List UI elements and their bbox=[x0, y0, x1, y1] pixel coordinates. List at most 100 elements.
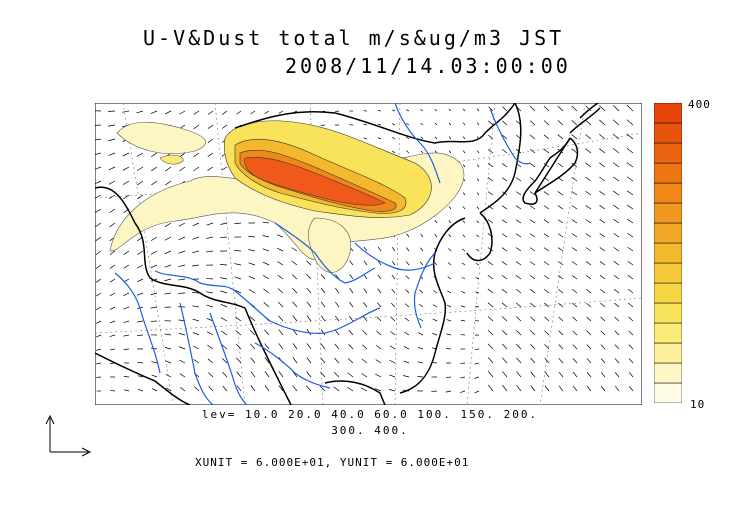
wind-arrow bbox=[487, 177, 494, 182]
wind-arrow bbox=[543, 247, 550, 252]
wind-arrow bbox=[406, 109, 410, 112]
wind-arrow bbox=[558, 330, 564, 336]
wind-arrow bbox=[461, 276, 466, 280]
wind-arrow bbox=[599, 205, 606, 210]
wind-arrow bbox=[406, 247, 410, 252]
wind-arrow bbox=[179, 166, 186, 172]
wind-arrow bbox=[613, 288, 620, 294]
wind-arrow bbox=[614, 302, 620, 308]
wind-arrow bbox=[234, 276, 242, 280]
wind-arrow bbox=[292, 343, 298, 350]
wind-arrow bbox=[614, 372, 620, 378]
wind-arrow bbox=[178, 332, 186, 336]
wind-arrow bbox=[447, 262, 452, 266]
wind-arrow bbox=[432, 304, 438, 308]
wind-arrow bbox=[612, 119, 620, 126]
coastlines-borders bbox=[95, 103, 601, 405]
wind-arrow bbox=[558, 302, 564, 308]
wind-arrow bbox=[347, 372, 354, 378]
wind-arrow bbox=[320, 357, 326, 364]
wind-arrow bbox=[462, 136, 466, 140]
wind-arrow bbox=[349, 260, 354, 266]
wind-arrow bbox=[264, 371, 270, 378]
wind-arrow bbox=[516, 343, 522, 350]
wind-arrow bbox=[585, 261, 592, 266]
wind-arrow bbox=[571, 275, 578, 280]
wind-arrow bbox=[404, 331, 410, 336]
wind-arrow bbox=[192, 318, 200, 322]
wind-arrow bbox=[235, 330, 242, 336]
wind-arrow bbox=[206, 278, 214, 280]
wind-arrow bbox=[137, 194, 144, 200]
wind-arrow bbox=[501, 219, 508, 224]
wind-arrow bbox=[363, 123, 368, 126]
wind-arrow bbox=[208, 372, 214, 378]
wind-arrow bbox=[109, 194, 116, 199]
wind-arrow bbox=[543, 191, 550, 196]
wind-arrow bbox=[150, 236, 158, 241]
wind-arrow bbox=[320, 343, 326, 350]
wind-arrow bbox=[558, 371, 564, 378]
wind-arrow bbox=[96, 376, 102, 378]
wind-arrow bbox=[389, 374, 396, 378]
wind-arrow bbox=[306, 274, 312, 280]
wind-arrow bbox=[110, 390, 116, 392]
colorbar-min-label: 10 bbox=[690, 398, 706, 411]
wind-arrow bbox=[404, 303, 410, 308]
colorbar-box bbox=[654, 103, 682, 124]
wind-arrow bbox=[391, 109, 396, 112]
wind-arrow bbox=[501, 205, 508, 210]
wind-arrow bbox=[585, 275, 592, 280]
wind-arrow bbox=[628, 344, 634, 350]
wind-arrow bbox=[193, 359, 200, 364]
wind-arrow bbox=[95, 208, 102, 213]
wind-arrow bbox=[348, 315, 354, 322]
wind-arrow bbox=[194, 386, 200, 392]
wind-arrow bbox=[277, 301, 284, 308]
wind-arrow bbox=[109, 292, 116, 297]
wind-arrow bbox=[150, 152, 158, 158]
wind-arrow bbox=[206, 331, 214, 336]
wind-arrow bbox=[136, 278, 144, 283]
wind-arrow bbox=[501, 302, 508, 308]
wind-arrow bbox=[530, 330, 536, 336]
wind-arrow bbox=[476, 178, 480, 182]
wind-arrow bbox=[460, 305, 466, 308]
wind-arrow bbox=[515, 177, 522, 182]
wind-arrow bbox=[178, 264, 186, 268]
wind-arrow bbox=[459, 390, 466, 393]
wind-arrow bbox=[474, 390, 480, 394]
wind-arrow bbox=[363, 260, 368, 266]
wind-arrow bbox=[419, 289, 424, 294]
wind-arrow bbox=[306, 343, 312, 350]
wind-arrow bbox=[502, 371, 508, 378]
wind-arrow bbox=[165, 180, 172, 186]
wind-arrow bbox=[626, 190, 634, 196]
wind-arrow bbox=[460, 319, 466, 322]
wind-arrow bbox=[306, 357, 312, 364]
wind-arrow bbox=[418, 303, 424, 308]
wind-arrow bbox=[487, 329, 494, 336]
wind-arrow bbox=[474, 376, 480, 379]
wind-arrow bbox=[136, 166, 144, 172]
wind-arrow bbox=[377, 302, 382, 308]
wind-arrow bbox=[599, 275, 606, 280]
wind-arrow bbox=[586, 316, 592, 322]
wind-arrow bbox=[599, 219, 606, 224]
wind-arrow bbox=[543, 205, 550, 210]
wind-arrow bbox=[391, 288, 396, 294]
wind-arrow bbox=[501, 177, 508, 182]
colorbar-box bbox=[654, 142, 682, 164]
wind-arrow bbox=[572, 302, 578, 308]
wind-arrow bbox=[529, 233, 536, 238]
wind-arrow bbox=[363, 137, 368, 140]
wind-arrow bbox=[515, 288, 522, 294]
wind-arrow bbox=[292, 315, 298, 322]
wind-arrow bbox=[263, 288, 270, 294]
wind-arrow bbox=[599, 247, 606, 252]
wind-arrow bbox=[487, 191, 494, 196]
wind-arrow bbox=[192, 332, 200, 336]
wind-arrow bbox=[571, 247, 578, 252]
wind-arrow bbox=[448, 234, 452, 238]
wind-arrow bbox=[530, 344, 536, 350]
